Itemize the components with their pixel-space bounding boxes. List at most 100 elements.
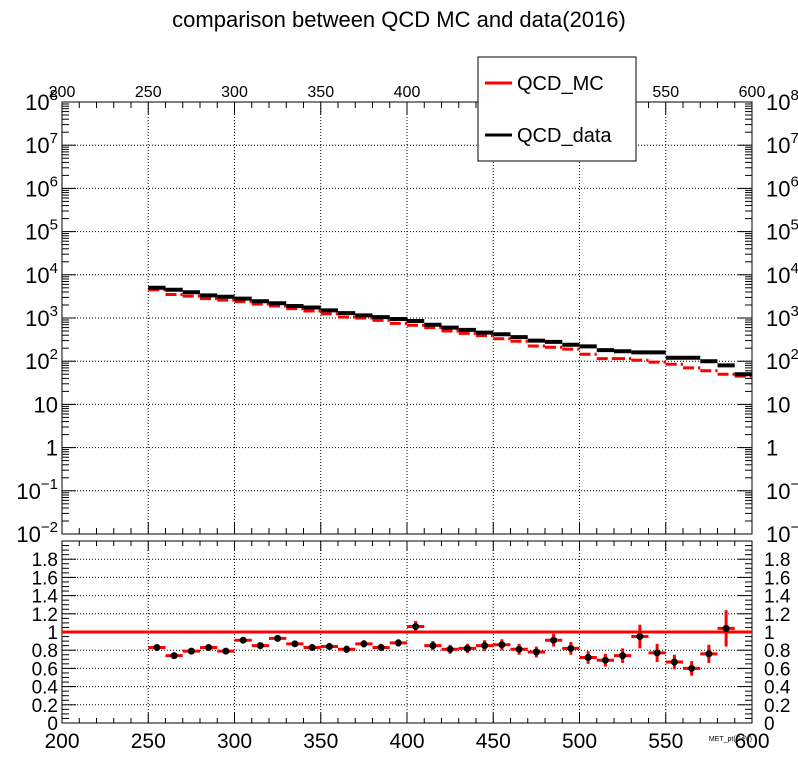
main-y-tick-label-right-base: 10	[766, 263, 790, 288]
ratio-point	[619, 652, 627, 660]
ratio-x-tick-label: 200	[44, 730, 79, 753]
ratio-point	[170, 652, 178, 660]
ratio-y-tick-label-right: 1.6	[764, 568, 790, 589]
legend-mc-label: QCD_MC	[517, 73, 604, 95]
ratio-point	[222, 647, 230, 655]
ratio-y-tick-label-right: 1	[764, 623, 775, 644]
ratio-point	[567, 644, 575, 652]
ratio-y-tick-label-left: 1.6	[32, 568, 58, 589]
main-top-x-tick-label: 250	[135, 84, 162, 101]
main-y-tick-label-left: 104	[25, 260, 58, 288]
main-y-tick-label-left-base: 10	[25, 263, 49, 288]
ratio-x-tick-label: 300	[217, 730, 252, 753]
main-top-x-tick-label: 200	[49, 84, 76, 101]
ratio-point	[429, 642, 437, 650]
ratio-y-tick-label-left: 0.2	[32, 696, 58, 717]
ratio-point	[481, 642, 489, 650]
chart-title: comparison between QCD MC and data(2016)	[172, 7, 626, 32]
main-y-tick-label-left-base: 1	[46, 436, 58, 461]
ratio-y-tick-labels-right: 00.20.40.60.811.21.41.61.8	[764, 550, 791, 735]
main-y-tick-label-left-base: 10	[34, 392, 58, 417]
main-y-tick-label-right-exponent: −1	[790, 476, 798, 493]
main-y-tick-label-right: 10−2	[766, 519, 798, 547]
mc-series	[148, 288, 752, 378]
ratio-x-tick-label: 550	[648, 730, 683, 753]
ratio-point	[532, 648, 540, 656]
main-y-tick-label-right-base: 10	[766, 220, 790, 245]
main-y-tick-label-right: 1	[766, 436, 778, 461]
ratio-point	[153, 643, 161, 651]
ratio-point	[325, 643, 333, 651]
main-y-tick-label-right-exponent: 6	[790, 173, 798, 190]
ratio-y-tick-label-left: 0.4	[32, 678, 59, 699]
main-y-tick-label-left-exponent: 4	[50, 260, 58, 277]
main-y-tick-label-right-base: 1	[766, 436, 778, 461]
ratio-point	[688, 664, 696, 672]
ratio-y-tick-label-right: 0.8	[764, 641, 790, 662]
main-y-tick-label-right-exponent: 5	[790, 217, 798, 234]
main-y-tick-label-right-base: 10	[766, 349, 790, 374]
main-y-tick-label-left-base: 10	[16, 522, 40, 547]
ratio-y-tick-label-left: 1.2	[32, 605, 58, 626]
ratio-y-tick-label-right: 0.2	[764, 696, 790, 717]
main-y-tick-label-left-base: 10	[25, 306, 49, 331]
ratio-point	[705, 650, 713, 658]
main-y-tick-label-right: 10−1	[766, 476, 798, 504]
main-top-x-tick-label: 400	[394, 84, 421, 101]
ratio-y-tick-label-left: 1.4	[32, 587, 59, 608]
ratio-point	[394, 639, 402, 647]
ratio-point	[636, 633, 644, 641]
ratio-point	[308, 643, 316, 651]
ratio-point	[498, 641, 506, 649]
ratio-point	[291, 640, 299, 648]
legend-data-label: QCD_data	[517, 125, 612, 147]
ratio-point	[515, 645, 523, 653]
main-y-tick-label-right-exponent: 3	[790, 303, 798, 320]
ratio-points	[148, 610, 735, 676]
main-y-tick-label-right-base: 10	[766, 522, 790, 547]
ratio-y-tick-label-left: 1	[47, 623, 58, 644]
ratio-y-tick-label-left: 0	[47, 714, 58, 735]
main-y-tick-label-right-exponent: −2	[790, 519, 798, 536]
main-y-tick-label-right: 106	[766, 173, 798, 201]
main-y-tick-label-left: 10−1	[16, 476, 58, 504]
ratio-y-tick-labels-left: 00.20.40.60.811.21.41.61.8	[32, 550, 59, 735]
main-y-tick-label-right: 102	[766, 346, 798, 374]
ratio-x-tick-label: 250	[131, 730, 166, 753]
main-y-tick-label-right-base: 10	[766, 392, 790, 417]
main-y-tick-label-right: 103	[766, 303, 798, 331]
ratio-point	[463, 644, 471, 652]
main-y-tick-label-right: 107	[766, 130, 798, 158]
main-axis-ticks	[61, 101, 753, 535]
main-y-tick-label-left-exponent: 3	[50, 303, 58, 320]
ratio-point	[601, 656, 609, 664]
main-top-x-tick-label: 550	[652, 84, 679, 101]
ratio-y-tick-label-right: 1.8	[764, 550, 790, 571]
main-y-tick-label-right-exponent: 7	[790, 130, 798, 147]
main-y-tick-label-left-base: 10	[25, 349, 49, 374]
main-y-tick-label-left: 105	[25, 217, 58, 245]
ratio-point	[274, 634, 282, 642]
ratio-y-tick-label-left: 0.6	[32, 659, 58, 680]
ratio-y-tick-label-right: 1.2	[764, 605, 790, 626]
main-y-tick-label-left: 1	[46, 436, 58, 461]
main-y-tick-label-left-exponent: 6	[50, 173, 58, 190]
ratio-x-tick-label: 400	[389, 730, 424, 753]
main-y-tick-label-right-base: 10	[766, 176, 790, 201]
main-y-tick-label-right-exponent: 4	[790, 260, 798, 277]
main-y-tick-label-left-base: 10	[25, 133, 49, 158]
ratio-x-tick-labels: 200 250 300 350 400 450 500 550 600	[44, 730, 769, 753]
legend: QCD_MC QCD_data	[477, 56, 637, 162]
data-series	[148, 285, 752, 377]
main-y-tick-label-left: 107	[25, 130, 58, 158]
ratio-point	[653, 649, 661, 657]
ratio-point	[670, 658, 678, 666]
ratio-point	[360, 640, 368, 648]
main-y-tick-label-left-exponent: 7	[50, 130, 58, 147]
main-y-tick-label-left: 106	[25, 173, 58, 201]
main-y-tick-label-left-base: 10	[25, 90, 49, 115]
ratio-x-tick-label: 500	[562, 730, 597, 753]
ratio-point	[412, 623, 420, 631]
